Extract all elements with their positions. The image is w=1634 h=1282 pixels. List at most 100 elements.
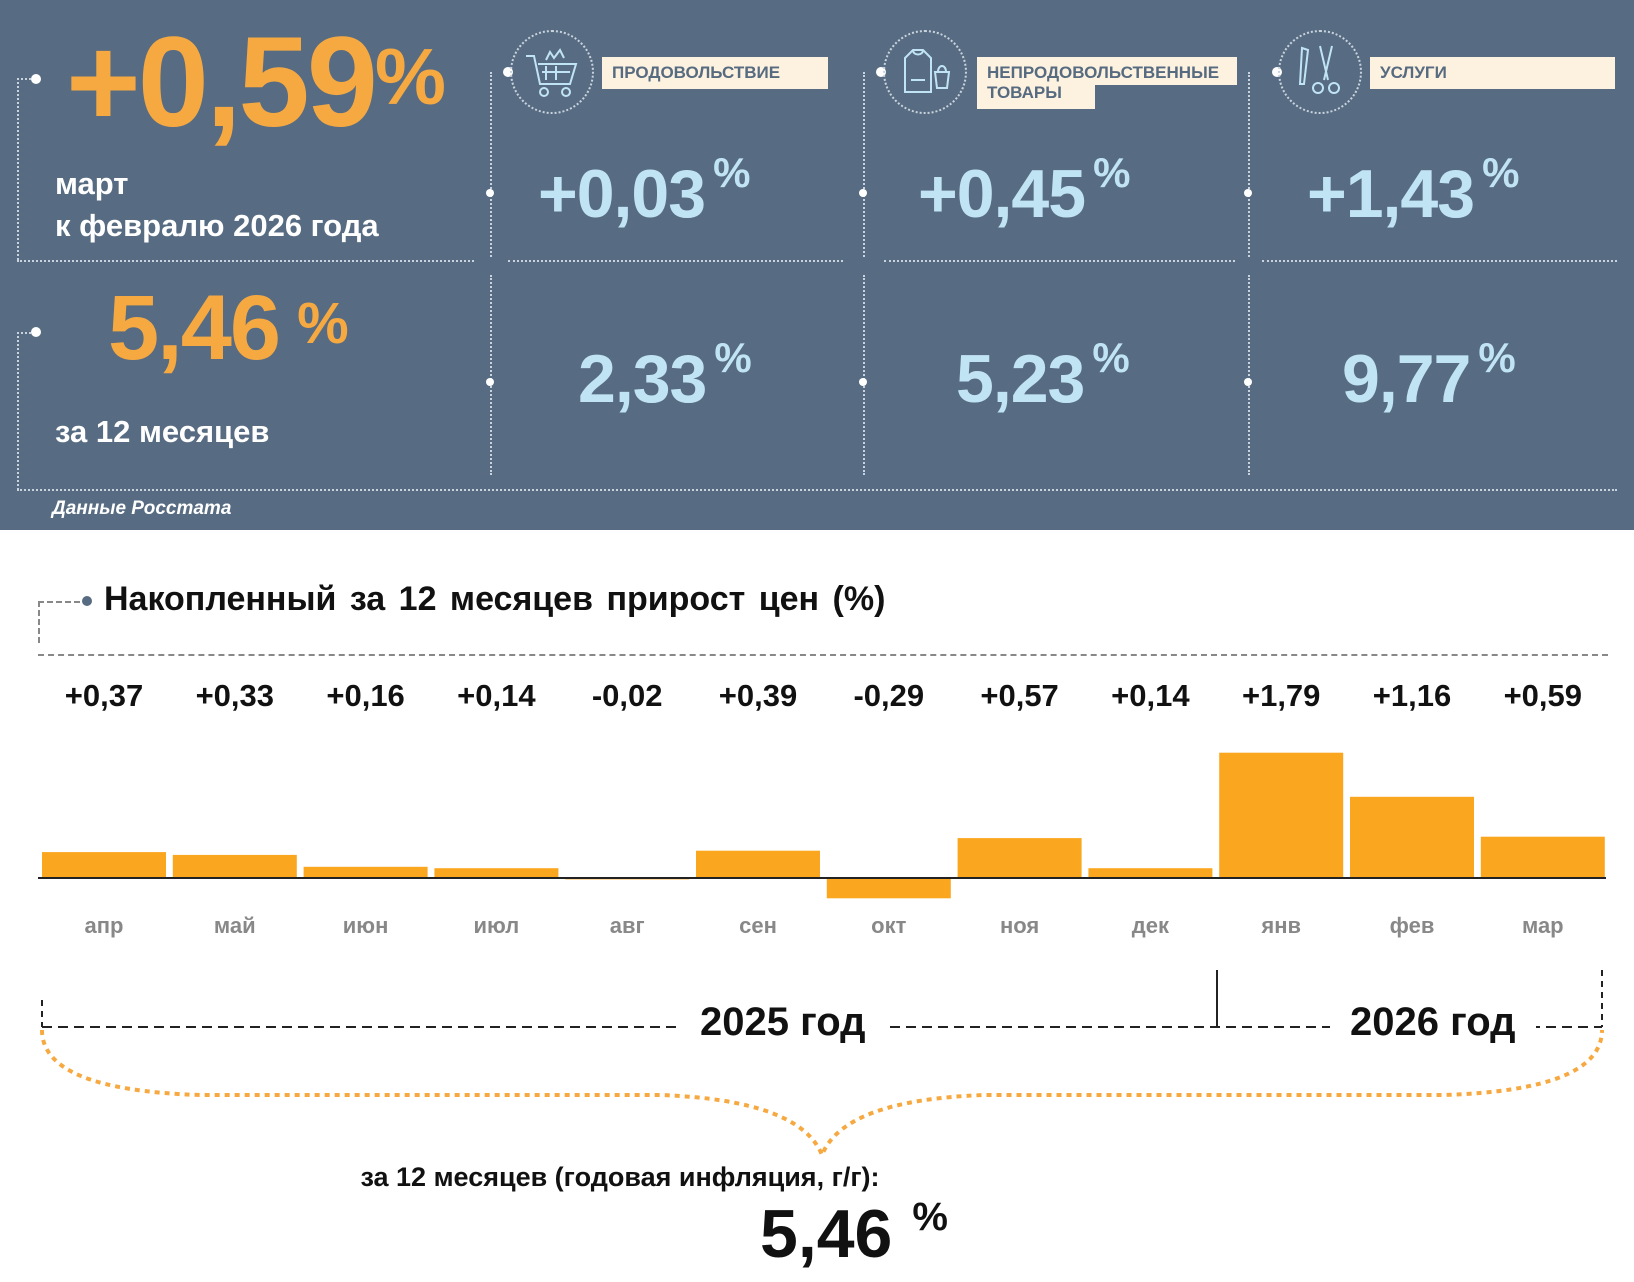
percent-sign: % [714, 334, 751, 381]
nonfood-annual-value: 5,23% [956, 334, 1130, 418]
divider [490, 275, 492, 475]
services-annual-value: 9,77% [1342, 334, 1516, 418]
connector-dot [1272, 67, 1282, 77]
food-monthly-value: +0,03% [538, 149, 750, 233]
bar [1088, 868, 1213, 878]
value-label: +0,57 [980, 678, 1058, 713]
month-label: апр [85, 913, 124, 938]
annual-caption: за 12 месяцев [55, 414, 270, 449]
title-connector [38, 601, 80, 603]
bar [434, 868, 559, 878]
divider [17, 260, 474, 262]
nonfood-monthly-value: +0,45% [918, 149, 1130, 233]
bar [1350, 796, 1474, 878]
percent-sign: % [1478, 334, 1515, 381]
source-note: Данные Росстата [52, 498, 232, 519]
connector-dot [486, 378, 494, 386]
category-label-food: ПРОДОВОЛЬСТВИЕ [602, 57, 828, 89]
title-underline [38, 654, 1608, 656]
month-label: мар [1522, 913, 1564, 938]
bar [826, 878, 951, 899]
connector-dot [503, 67, 513, 77]
value-label: +0,39 [719, 678, 797, 713]
value-number: +0,03 [538, 156, 706, 232]
connector-dot [31, 74, 41, 84]
divider [1248, 275, 1250, 475]
bar [1480, 836, 1605, 878]
divider [17, 332, 35, 334]
month-label: авг [610, 913, 645, 938]
percent-sign: % [1093, 149, 1130, 196]
value-label: +0,33 [196, 678, 274, 713]
value-label: -0,02 [592, 678, 663, 713]
brace [40, 1029, 1604, 1161]
percent-sign: % [713, 149, 750, 196]
food-annual-value: 2,33% [578, 334, 752, 418]
clothing-bag-icon [883, 30, 967, 114]
connector-dot [859, 378, 867, 386]
percent-sign: % [1092, 334, 1129, 381]
value-number: 2,33 [578, 341, 707, 417]
divider [863, 275, 865, 475]
comb-scissors-icon [1278, 30, 1362, 114]
divider [17, 489, 1617, 491]
value-label: +0,59 [1504, 678, 1582, 713]
value-label: +1,16 [1373, 678, 1451, 713]
month-label: дек [1132, 913, 1170, 938]
value-label: +0,14 [1111, 678, 1190, 713]
value-number: 9,77 [1342, 341, 1471, 417]
month-label: ноя [1000, 913, 1039, 938]
divider [1262, 260, 1617, 262]
value-number: 5,46 [760, 1196, 893, 1272]
value-label: +0,16 [326, 678, 404, 713]
title-connector [38, 601, 40, 643]
year-label-2026: 2026 год [1330, 1000, 1536, 1045]
divider [1248, 72, 1250, 257]
month-label: окт [871, 913, 906, 938]
value-number: 5,46 [108, 277, 281, 379]
monthly-inflation-value: +0,59% [66, 18, 446, 148]
category-label-nonfood-line2: ТОВАРЫ [977, 83, 1095, 109]
services-monthly-value: +1,43% [1307, 149, 1519, 233]
connector-dot [876, 67, 886, 77]
month-label: фев [1390, 913, 1435, 938]
category-label-nonfood: НЕПРОДОВОЛЬСТВЕННЫЕ [977, 57, 1237, 85]
connector-dot [1244, 378, 1252, 386]
divider [490, 72, 492, 257]
divider [508, 260, 843, 262]
percent-sign: % [912, 1195, 948, 1239]
value-label: +1,79 [1242, 678, 1320, 713]
month-label: июл [474, 913, 520, 938]
connector-dot [31, 327, 41, 337]
annual-caption: за 12 месяцев (годовая инфляция, г/г): [360, 1162, 880, 1192]
month-label: сен [739, 913, 777, 938]
month-label: июн [343, 913, 389, 938]
month-label: май [214, 913, 256, 938]
title-dot [82, 596, 92, 606]
bar [957, 838, 1082, 878]
bar [303, 866, 428, 878]
divider [17, 78, 19, 260]
value-number: +0,45 [918, 156, 1086, 232]
connector-dot [1244, 189, 1252, 197]
bar [172, 854, 297, 878]
value-number: +0,59 [66, 11, 378, 154]
bar [42, 852, 166, 878]
value-label: -0,29 [853, 678, 924, 713]
value-label: +0,37 [65, 678, 143, 713]
year-label-2025: 2025 год [680, 1000, 886, 1045]
chart-title: Накопленный за 12 месяцев прирост цен (%… [104, 580, 886, 618]
percent-sign: % [374, 32, 446, 121]
value-label: +0,14 [457, 678, 536, 713]
annual-value: 5,46% [760, 1195, 948, 1273]
monthly-inflation-chart: Накопленный за 12 месяцев прирост цен (%… [0, 530, 1634, 1282]
percent-sign: % [1482, 149, 1519, 196]
annual-inflation-value: 5,46% [108, 277, 349, 379]
divider [17, 78, 35, 80]
divider [884, 260, 1235, 262]
percent-sign: % [297, 291, 349, 356]
bar [1219, 752, 1344, 878]
divider [17, 332, 19, 490]
monthly-caption: март к февралю 2026 года [55, 163, 379, 247]
month-label: янв [1260, 913, 1301, 938]
